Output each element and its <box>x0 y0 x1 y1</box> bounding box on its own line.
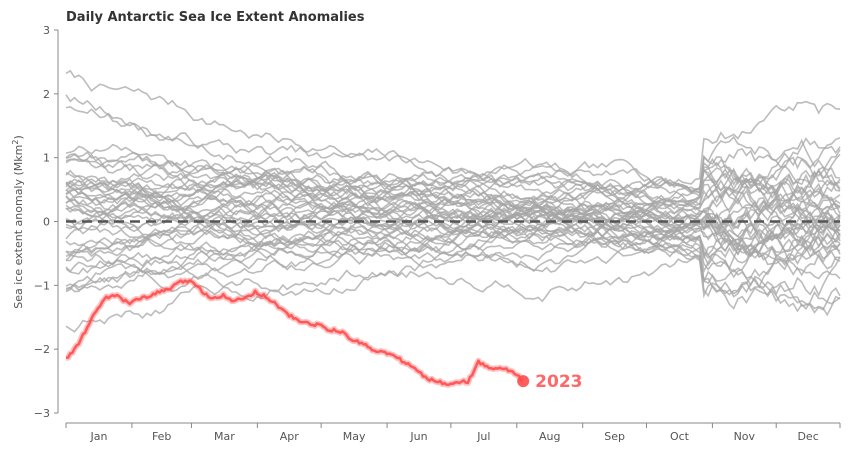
y-axis-label-sup: 2 <box>11 140 20 145</box>
y-tick-label: 1 <box>43 152 50 165</box>
background-year-line <box>65 100 841 194</box>
y-tick-label: 3 <box>43 24 50 37</box>
y-axis-label: Sea ice extent anomaly (Mkm2) <box>11 135 26 309</box>
highlight-line-glow <box>65 277 525 388</box>
x-tick-label: Jun <box>409 430 427 443</box>
y-tick-label: 0 <box>43 216 50 229</box>
highlight-year-group: 2023 <box>65 277 582 392</box>
x-tick-label: Jan <box>89 430 107 443</box>
x-tick-label: Mar <box>214 430 235 443</box>
y-tick-label: 2 <box>43 88 50 101</box>
x-tick-label: Aug <box>539 430 560 443</box>
background-year-line <box>65 173 841 226</box>
x-tick-label: Feb <box>152 430 171 443</box>
y-tick-label: −2 <box>34 343 50 356</box>
highlight-end-point <box>517 375 530 388</box>
background-years-group <box>65 69 841 333</box>
chart-title: Daily Antarctic Sea Ice Extent Anomalies <box>66 10 365 25</box>
background-year-line <box>65 162 841 214</box>
x-tick-label: Oct <box>670 430 690 443</box>
background-year-line <box>65 153 841 267</box>
background-year-line <box>65 174 841 260</box>
x-tick-label: Apr <box>280 430 300 443</box>
x-tick-label: Jul <box>476 430 490 443</box>
background-year-line <box>65 210 841 266</box>
background-year-line <box>65 233 841 317</box>
background-year-line <box>65 188 841 250</box>
x-tick-label: May <box>343 430 366 443</box>
background-year-line <box>65 206 841 279</box>
highlight-line-2023 <box>66 279 524 387</box>
x-tick-label: Dec <box>797 430 818 443</box>
y-axis-label-main: Sea ice extent anomaly (Mkm <box>12 145 25 309</box>
y-tick-label: −3 <box>34 407 50 420</box>
x-tick-label: Sep <box>604 430 625 443</box>
axes-group: −3 −2 −1 0 1 2 3 Jan Feb Mar Apr May Jun Jul Aug Sep Oct… <box>34 24 841 443</box>
background-year-line <box>65 147 841 221</box>
background-year-line <box>65 153 841 211</box>
y-tick-label: −1 <box>34 279 50 292</box>
background-year-line <box>65 137 841 293</box>
background-year-line <box>65 192 841 270</box>
background-year-line <box>65 256 841 333</box>
background-year-line <box>65 195 841 238</box>
highlight-annotation: 2023 <box>535 372 582 392</box>
background-year-line <box>65 203 841 293</box>
x-tick-label: Nov <box>734 430 756 443</box>
background-year-line <box>65 207 841 274</box>
y-axis-label-close: ) <box>12 135 25 139</box>
